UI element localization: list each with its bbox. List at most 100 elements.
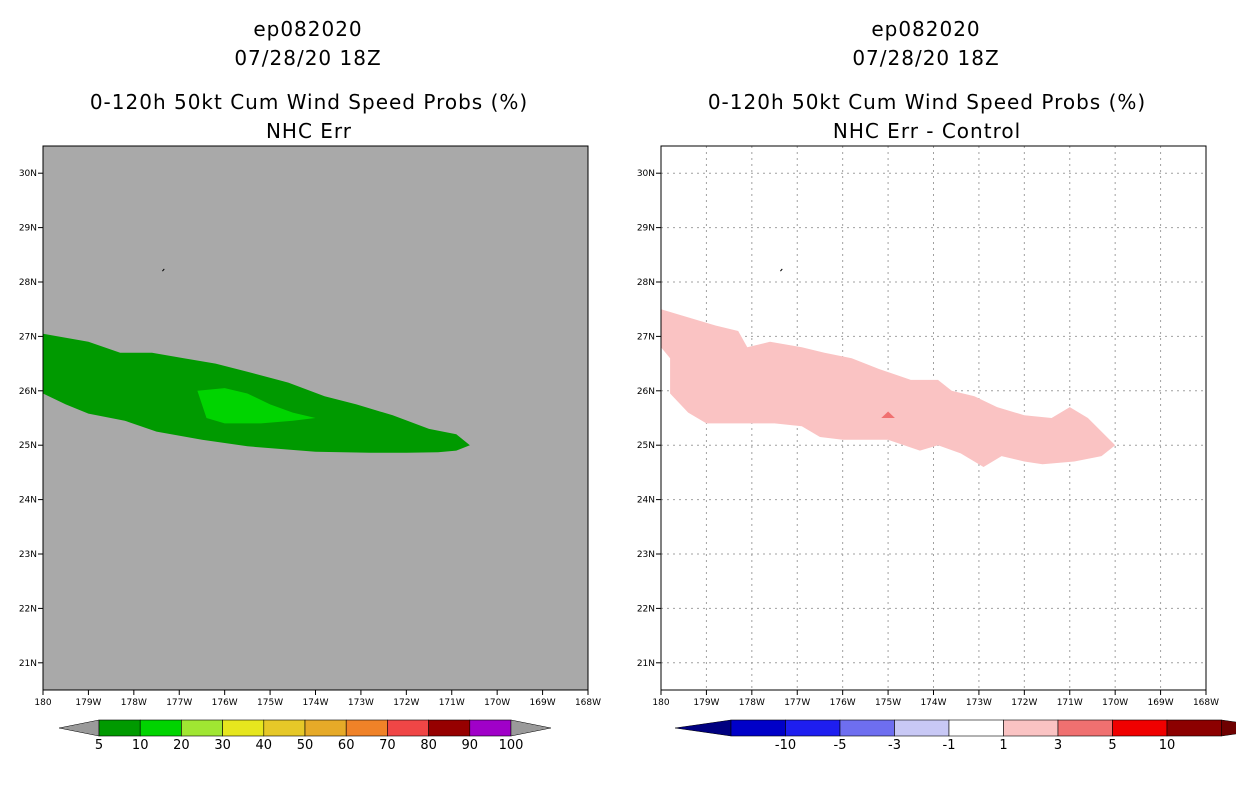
left-colorbar-swatch <box>387 719 429 737</box>
right-contour-3-5 <box>881 411 895 418</box>
left-colorbar-swatch <box>428 719 471 737</box>
left-y-tick-label: 21N <box>19 659 37 669</box>
left-x-tick-label: 177W <box>166 698 192 708</box>
left-x-tick-label: 170W <box>484 698 510 708</box>
left-y-tick-label: 29N <box>19 224 37 234</box>
right-y-tick-label: 24N <box>637 496 655 506</box>
left-colorbar-swatch <box>345 719 388 737</box>
left-colorbar-label: 20 <box>173 738 190 753</box>
left-y-tick-label: 24N <box>19 496 37 506</box>
right-colorbar-swatch <box>894 719 950 737</box>
left-colorbar-label: 100 <box>499 738 524 753</box>
right-colorbar-label: 5 <box>1108 738 1116 753</box>
right-x-tick-label: 168W <box>1193 698 1219 708</box>
right-colorbar-swatch <box>1003 719 1059 737</box>
left-island-mark <box>162 268 165 272</box>
right-storm-id: ep082020 <box>871 17 981 41</box>
right-x-tick-label: 177W <box>784 698 810 708</box>
right-colorbar-swatch <box>1057 719 1113 737</box>
right-colorbar-swatch <box>730 719 786 737</box>
left-y-tick-label: 27N <box>19 332 37 342</box>
left-datetime: 07/28/20 18Z <box>234 46 382 70</box>
right-x-tick-label: 176W <box>830 698 856 708</box>
left-x-tick-label: 176W <box>212 698 238 708</box>
left-x-tick-label: 169W <box>530 698 556 708</box>
right-chart-title: 0-120h 50kt Cum Wind Speed Probs (%) <box>707 90 1147 114</box>
left-x-tick-label: 174W <box>302 698 328 708</box>
right-colorbar-label: 10 <box>1159 738 1176 753</box>
right-colorbar-swatch <box>948 719 1004 737</box>
left-contour-10-20 <box>197 388 316 424</box>
left-colorbar-swatch <box>222 719 265 737</box>
right-x-tick-label: 170W <box>1102 698 1128 708</box>
left-x-tick-label: 168W <box>575 698 601 708</box>
left-contour-5-10 <box>43 333 470 453</box>
left-y-tick-label: 26N <box>19 387 37 397</box>
left-colorbar-label: 90 <box>462 738 479 753</box>
right-x-tick-label: 178W <box>739 698 765 708</box>
right-colorbar-label: -10 <box>775 738 796 753</box>
left-colorbar-label: 30 <box>214 738 231 753</box>
right-x-tick-label: 172W <box>1011 698 1037 708</box>
left-colorbar-swatch <box>98 719 141 737</box>
left-colorbar-label: 60 <box>338 738 355 753</box>
left-colorbar-swatch <box>263 719 306 737</box>
left-x-tick-label: 178W <box>121 698 147 708</box>
right-colorbar-swatch <box>839 719 895 737</box>
left-colorbar-swatch <box>139 719 182 737</box>
right-datetime: 07/28/20 18Z <box>852 46 1000 70</box>
left-colorbar-right-cap <box>510 719 552 737</box>
right-colorbar-right-cap <box>1221 719 1236 737</box>
right-colorbar-label: -3 <box>888 738 901 753</box>
right-colorbar-label: -5 <box>834 738 847 753</box>
left-y-tick-label: 25N <box>19 441 37 451</box>
left-x-tick-label: 171W <box>439 698 465 708</box>
right-x-tick-label: 179W <box>693 698 719 708</box>
left-y-tick-label: 28N <box>19 278 37 288</box>
left-storm-id: ep082020 <box>253 17 363 41</box>
right-island-mark <box>780 268 783 272</box>
left-colorbar-swatch <box>181 719 223 737</box>
right-colorbar-label: -1 <box>943 738 956 753</box>
right-y-tick-label: 27N <box>637 332 655 342</box>
left-x-tick-label: 172W <box>393 698 419 708</box>
right-y-tick-label: 30N <box>637 169 655 179</box>
right-y-tick-label: 28N <box>637 278 655 288</box>
right-y-tick-label: 29N <box>637 224 655 234</box>
left-colorbar-left-cap <box>58 719 100 737</box>
left-x-tick-label: 180 <box>34 698 51 708</box>
left-x-tick-label: 173W <box>348 698 374 708</box>
right-y-tick-label: 26N <box>637 387 655 397</box>
right-chart-subtitle: NHC Err - Control <box>832 119 1022 143</box>
left-colorbar-label: 10 <box>132 738 149 753</box>
left-colorbar-label: 70 <box>379 738 396 753</box>
left-x-tick-label: 179W <box>75 698 101 708</box>
left-x-tick-label: 175W <box>257 698 283 708</box>
right-x-tick-label: 175W <box>875 698 901 708</box>
right-colorbar-swatch <box>1112 719 1168 737</box>
right-x-tick-label: 174W <box>920 698 946 708</box>
right-y-tick-label: 23N <box>637 550 655 560</box>
left-chart-subtitle: NHC Err <box>265 119 353 143</box>
left-colorbar-label: 50 <box>297 738 314 753</box>
right-x-tick-label: 180 <box>652 698 669 708</box>
right-x-tick-label: 171W <box>1057 698 1083 708</box>
right-colorbar-label: 3 <box>1054 738 1062 753</box>
right-colorbar-swatch <box>1166 719 1222 737</box>
left-y-tick-label: 30N <box>19 169 37 179</box>
right-y-tick-label: 25N <box>637 441 655 451</box>
right-colorbar-left-cap <box>674 719 732 737</box>
right-x-tick-label: 169W <box>1148 698 1174 708</box>
left-colorbar-swatch <box>469 719 512 737</box>
left-y-tick-label: 22N <box>19 604 37 614</box>
left-colorbar-swatch <box>304 719 347 737</box>
right-y-tick-label: 21N <box>637 659 655 669</box>
left-colorbar-label: 5 <box>95 738 103 753</box>
right-y-tick-label: 22N <box>637 604 655 614</box>
left-y-tick-label: 23N <box>19 550 37 560</box>
left-colorbar-label: 40 <box>256 738 273 753</box>
right-colorbar-swatch <box>785 719 841 737</box>
right-x-tick-label: 173W <box>966 698 992 708</box>
left-colorbar-label: 80 <box>420 738 437 753</box>
